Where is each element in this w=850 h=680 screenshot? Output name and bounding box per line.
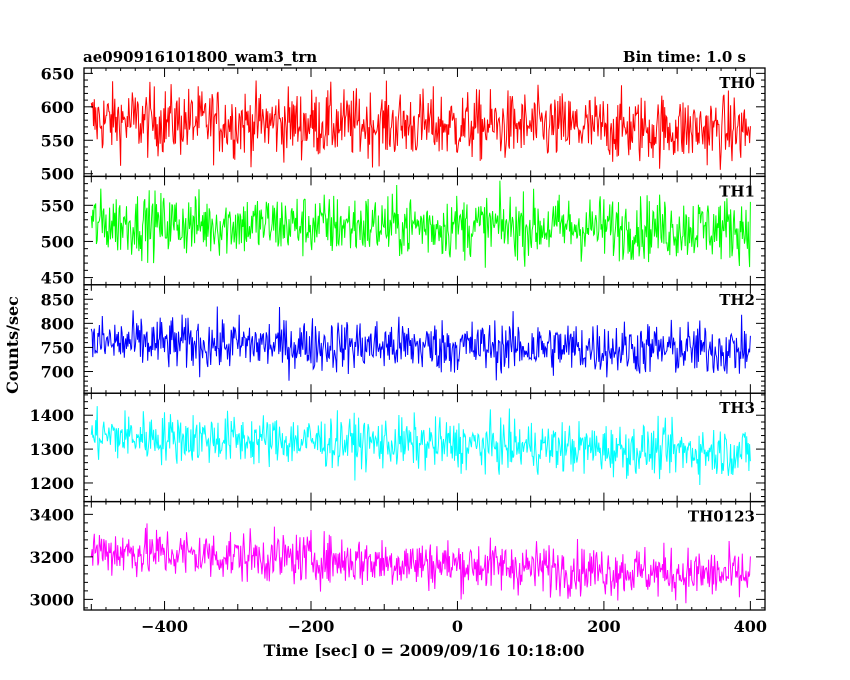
panel-th0123: 3000 3200 3400 TH0123	[29, 500, 766, 611]
series-line-th1	[90, 180, 751, 268]
panel-label-th0: TH0	[719, 74, 755, 92]
panel-th0: 500 550 600 650 TH0	[41, 64, 766, 184]
y-tick-label: 550	[41, 196, 74, 215]
y-tick-label: 1400	[29, 406, 74, 425]
panel-th1: 450 500 550 TH1	[41, 175, 766, 288]
y-tick-label: 500	[41, 165, 74, 184]
y-tick-label: 750	[41, 338, 74, 357]
bin-time-label: Bin time: 1.0 s	[623, 48, 746, 66]
y-tick-label: 650	[41, 64, 74, 83]
x-axis-label: Time [sec] 0 = 2009/09/16 10:18:00	[264, 641, 585, 660]
y-tick-label: 3400	[29, 505, 74, 524]
panel-label-th1: TH1	[719, 182, 755, 200]
y-tick-label: 700	[41, 363, 74, 382]
y-tick-label: 800	[41, 314, 74, 333]
x-tick-label: −200	[288, 617, 335, 636]
x-tick-label: 400	[734, 617, 767, 636]
series-line-th0123	[90, 523, 751, 604]
series-line-th0	[90, 80, 751, 170]
y-tick-label: 1200	[29, 474, 74, 493]
y-tick-label: 1300	[29, 440, 74, 459]
y-tick-label: 3000	[29, 590, 74, 609]
panel-th3: 1200 1300 1400 TH3	[29, 392, 766, 503]
y-tick-label: 600	[41, 98, 74, 117]
y-tick-label: 500	[41, 232, 74, 251]
panel-label-th3: TH3	[719, 399, 755, 417]
y-axis-label: Counts/sec	[3, 296, 22, 394]
x-tick-label: 0	[452, 617, 463, 636]
series-line-th3	[90, 406, 751, 486]
panel-frame	[83, 500, 766, 611]
panel-th2: 700 750 800 850 TH2	[41, 284, 766, 394]
x-tick-label: −400	[141, 617, 188, 636]
panels-group: 500 550 600 650 TH0 450 500 550 TH1 700 750 800 850 T…	[29, 64, 767, 636]
series-line-th2	[90, 306, 751, 381]
panel-label-th0123: TH0123	[688, 508, 755, 526]
y-tick-label: 3200	[29, 548, 74, 567]
y-tick-label: 850	[41, 290, 74, 309]
x-tick-label: 200	[587, 617, 620, 636]
panel-label-th2: TH2	[719, 291, 755, 309]
figure-title: ae090916101800_wam3_trn	[83, 48, 317, 66]
y-tick-label: 550	[41, 131, 74, 150]
y-tick-label: 450	[41, 269, 74, 288]
